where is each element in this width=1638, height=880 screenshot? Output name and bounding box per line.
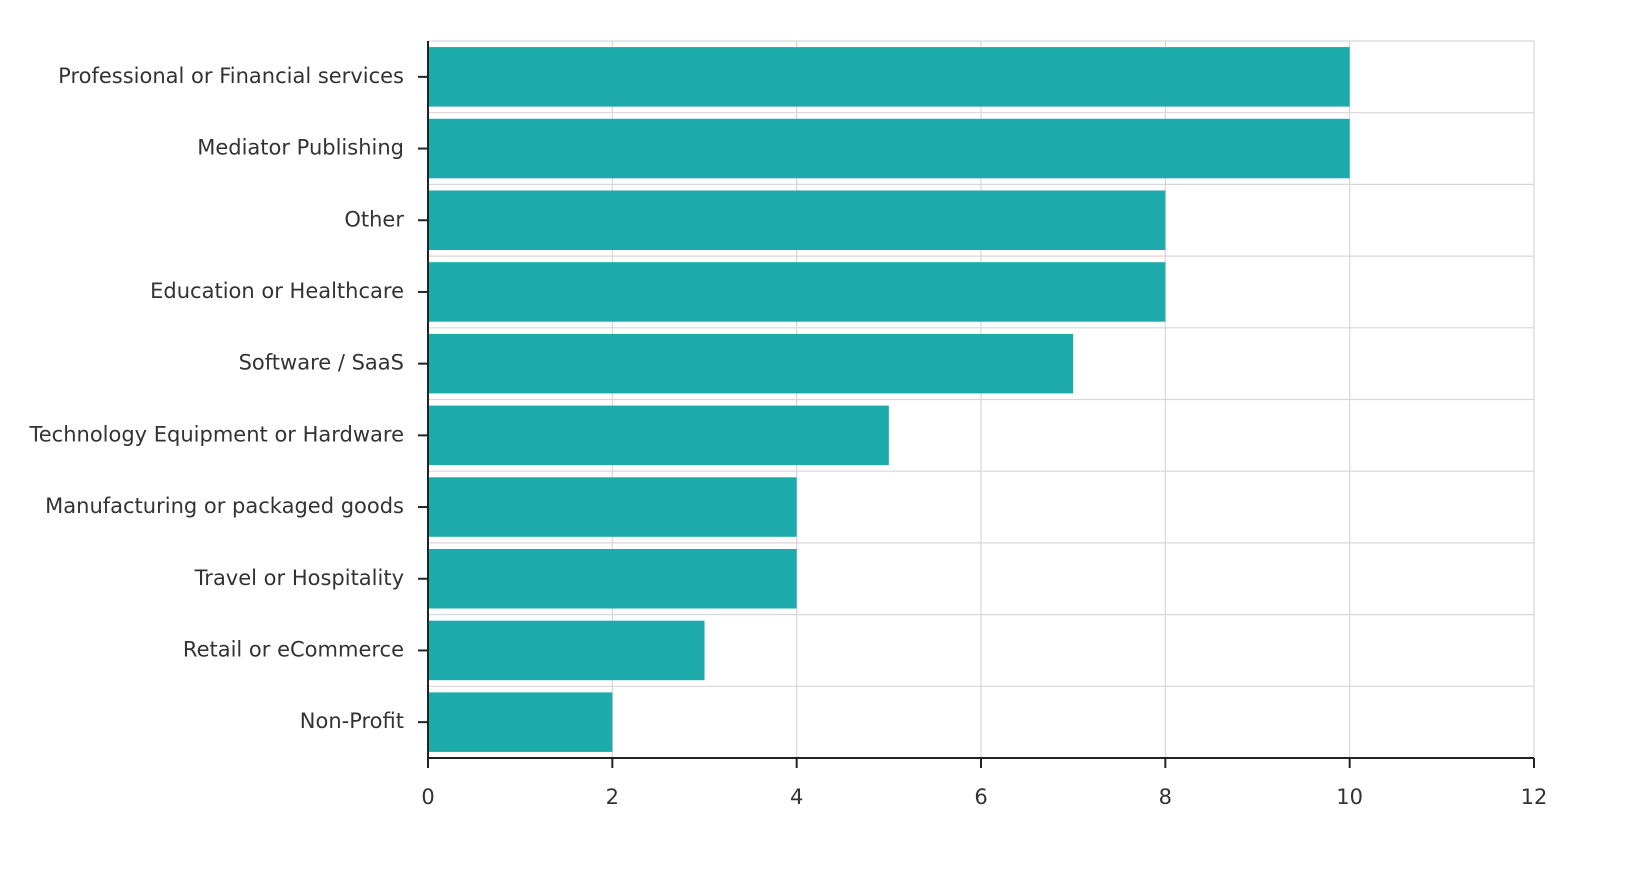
y-tick-label: Software / SaaS [239,351,404,375]
x-tick-label: 0 [421,785,434,809]
bar [428,190,1166,251]
x-tick-label: 8 [1159,785,1172,809]
y-tick-label: Travel or Hospitality [194,566,404,590]
axes-layer [418,41,1535,768]
bar [428,333,1074,394]
y-tick-label: Education or Healthcare [150,279,404,303]
bar [428,477,797,537]
y-tick-label: Other [344,207,404,231]
bar [428,692,613,752]
bar [428,47,1350,107]
bars-layer [428,47,1350,752]
labels-layer: Professional or Financial services Mediat… [28,64,1547,809]
bar [428,548,797,609]
y-tick-label: Mediator Publishing [197,136,404,160]
x-tick-label: 6 [974,785,987,809]
bar [428,262,1166,322]
y-tick-label: Non-Profit [300,709,404,733]
y-tick-label: Manufacturing or packaged goods [45,494,404,518]
y-tick-label: Technology Equipment or Hardware [28,422,404,446]
x-tick-label: 4 [790,785,803,809]
bar [428,620,705,681]
y-tick-label: Professional or Financial services [58,64,404,88]
y-tick-label: Retail or eCommerce [183,637,404,661]
bar [428,118,1350,179]
bar [428,405,889,466]
x-tick-label: 10 [1336,785,1363,809]
x-tick-label: 12 [1521,785,1548,809]
x-tick-label: 2 [606,785,619,809]
